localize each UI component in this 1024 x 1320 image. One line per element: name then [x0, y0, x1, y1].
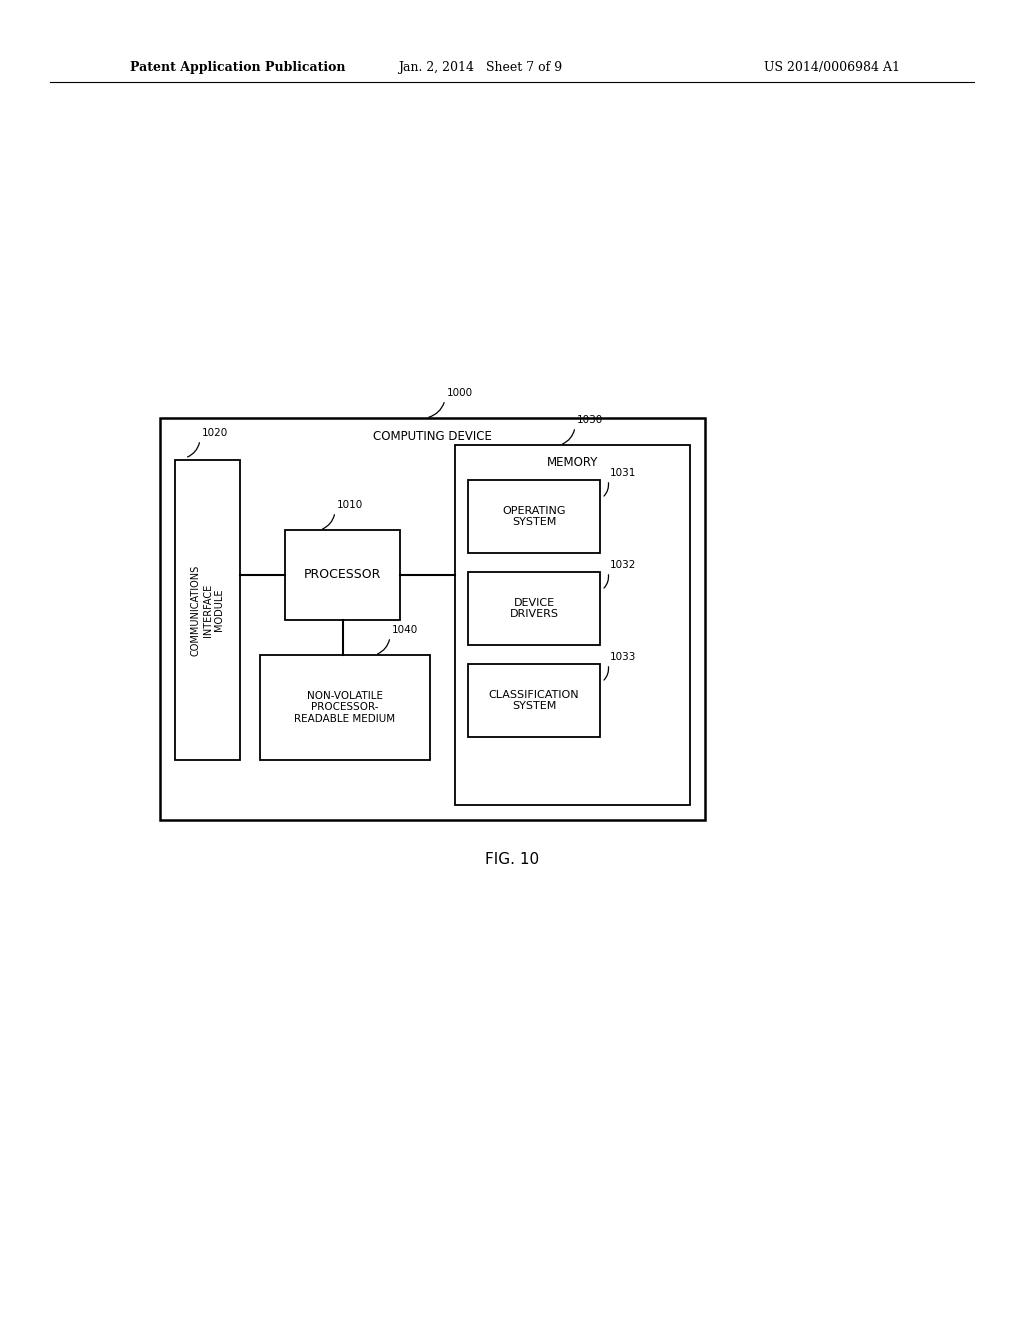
Text: MEMORY: MEMORY	[547, 457, 598, 470]
Text: NON-VOLATILE
PROCESSOR-
READABLE MEDIUM: NON-VOLATILE PROCESSOR- READABLE MEDIUM	[295, 690, 395, 725]
Text: COMMUNICATIONS
INTERFACE
MODULE: COMMUNICATIONS INTERFACE MODULE	[190, 565, 224, 656]
Bar	[468, 572, 600, 645]
Bar	[285, 531, 400, 620]
Text: OPERATING
SYSTEM: OPERATING SYSTEM	[502, 506, 565, 527]
Text: Patent Application Publication: Patent Application Publication	[130, 62, 345, 74]
Bar	[260, 655, 430, 760]
Text: FIG. 10: FIG. 10	[485, 853, 539, 867]
Bar	[455, 445, 690, 805]
Text: 1033: 1033	[610, 652, 636, 663]
Text: 1032: 1032	[610, 560, 636, 570]
Text: COMPUTING DEVICE: COMPUTING DEVICE	[373, 429, 492, 442]
Text: 1040: 1040	[392, 624, 418, 635]
Text: 1000: 1000	[447, 388, 473, 399]
Text: 1030: 1030	[577, 414, 603, 425]
Text: DEVICE
DRIVERS: DEVICE DRIVERS	[510, 598, 558, 619]
Text: 1031: 1031	[610, 469, 636, 478]
Text: US 2014/0006984 A1: US 2014/0006984 A1	[764, 62, 900, 74]
Text: 1020: 1020	[202, 428, 228, 438]
Bar	[468, 480, 600, 553]
Bar	[160, 418, 705, 820]
Text: 1010: 1010	[337, 500, 364, 510]
Bar	[175, 459, 240, 760]
Text: PROCESSOR: PROCESSOR	[304, 569, 381, 582]
Bar	[468, 664, 600, 737]
Text: Jan. 2, 2014   Sheet 7 of 9: Jan. 2, 2014 Sheet 7 of 9	[398, 62, 562, 74]
Text: CLASSIFICATION
SYSTEM: CLASSIFICATION SYSTEM	[488, 689, 580, 711]
